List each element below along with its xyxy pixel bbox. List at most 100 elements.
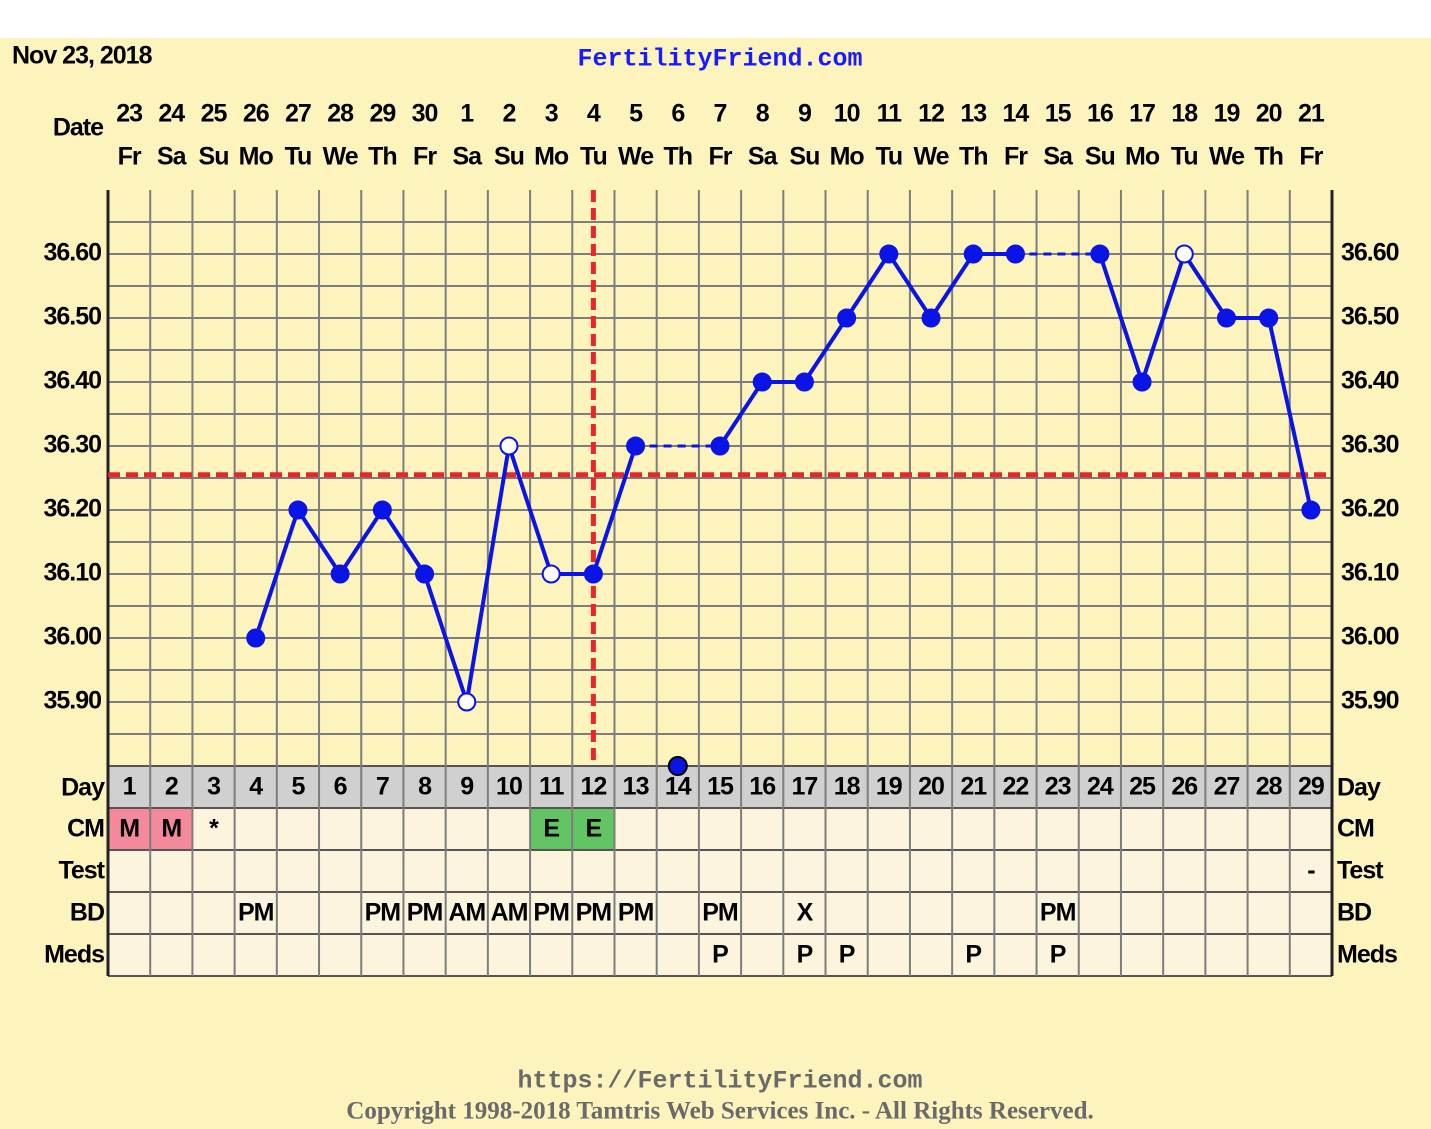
temperature-point [541, 564, 561, 584]
cell-text: P [1050, 941, 1066, 969]
weekday-label: Th [664, 143, 693, 171]
y2-tick-label: 36.40 [1341, 367, 1399, 395]
day-label: 27 [1214, 773, 1240, 801]
temperature-point [1005, 244, 1025, 264]
day-label: 1 [123, 773, 137, 801]
temperature-point [583, 564, 603, 584]
temperature-point [1132, 372, 1152, 392]
row-label: Meds [44, 941, 104, 969]
weekday-label: Su [1085, 143, 1115, 171]
temperature-point [415, 564, 435, 584]
temperature-point [1301, 500, 1321, 520]
y2-tick-label: 36.60 [1341, 239, 1399, 267]
row-label: Day [61, 774, 105, 802]
y2-tick-label: 36.20 [1341, 495, 1399, 523]
temperature-point [372, 500, 392, 520]
date-label: 25 [201, 100, 228, 128]
temperature-point [499, 436, 519, 456]
weekday-label: Sa [1043, 143, 1074, 171]
temperature-point [710, 436, 730, 456]
date-label: 15 [1045, 100, 1072, 128]
temperature-point [288, 500, 308, 520]
weekday-label: Fr [118, 143, 142, 171]
temperature-point [794, 372, 814, 392]
cell-text: AM [448, 899, 485, 927]
temperature-line [253, 444, 638, 704]
date-label: 3 [545, 100, 558, 128]
weekday-label: Th [1254, 143, 1283, 171]
cell-background [108, 808, 151, 850]
cell-text: PM [618, 899, 654, 927]
weekday-label: Mo [830, 143, 865, 171]
day-label: 17 [792, 773, 818, 801]
date-label: 10 [834, 100, 860, 128]
day-label: 18 [834, 773, 861, 801]
cell-text: P [797, 941, 813, 969]
cell-text: PM [576, 899, 612, 927]
weekday-label: We [618, 143, 654, 171]
cell-text: X [797, 899, 814, 927]
date-label: 13 [960, 100, 986, 128]
weekday-label: Th [959, 143, 988, 171]
date-label: 6 [671, 100, 684, 128]
cell-text: * [209, 815, 219, 843]
date-label: 14 [1003, 100, 1030, 128]
y-tick-label: 36.10 [43, 559, 101, 587]
temperature-point [921, 308, 941, 328]
row-label: Meds [1337, 941, 1397, 969]
row-label: Test [58, 857, 105, 885]
y2-tick-label: 36.50 [1341, 303, 1399, 331]
cell-text: P [839, 941, 855, 969]
row-label: Day [1337, 774, 1381, 802]
temperature-point [330, 564, 350, 584]
cell-text: E [543, 815, 559, 843]
weekday-label: Su [789, 143, 819, 171]
day-label: 12 [580, 773, 606, 801]
date-label: 11 [877, 100, 903, 128]
day-label: 10 [496, 773, 522, 801]
weekday-label: Tu [875, 143, 902, 171]
temperature-point [879, 244, 899, 264]
day-label: 14 [665, 773, 692, 801]
date-label: 17 [1129, 100, 1155, 128]
date-label: 12 [918, 100, 944, 128]
row-label: Test [1337, 857, 1384, 885]
weekday-label: Mo [1125, 143, 1160, 171]
date-label: 20 [1256, 100, 1282, 128]
cell-text: P [965, 941, 981, 969]
weekday-label: Fr [709, 143, 733, 171]
row-label: CM [1337, 815, 1374, 843]
weekday-label: Sa [157, 143, 188, 171]
day-label: 9 [460, 773, 473, 801]
chart-title: FertilityFriend.com [577, 45, 862, 74]
day-label: 6 [334, 773, 347, 801]
cell-text: AM [491, 899, 528, 927]
date-label: 7 [714, 100, 727, 128]
weekday-label: Su [494, 143, 524, 171]
row-label: BD [1337, 899, 1371, 927]
day-label: 5 [291, 773, 305, 801]
date-label: 9 [798, 100, 811, 128]
temperature-point [752, 372, 772, 392]
day-label: 24 [1087, 773, 1114, 801]
weekday-label: Mo [239, 143, 274, 171]
weekday-label: Tu [580, 143, 607, 171]
day-label: 16 [749, 773, 775, 801]
y-tick-label: 35.90 [43, 687, 101, 715]
date-label: 8 [756, 100, 770, 128]
date-label: 16 [1087, 100, 1113, 128]
cell-text: E [586, 815, 602, 843]
date-label: 2 [503, 100, 516, 128]
temperature-point [457, 692, 477, 712]
day-row-background [108, 766, 1332, 808]
day-label: 13 [623, 773, 649, 801]
weekday-label: Sa [748, 143, 779, 171]
weekday-label: Mo [534, 143, 569, 171]
temperature-point [1216, 308, 1236, 328]
cell-text: PM [238, 899, 274, 927]
temperature-point [963, 244, 983, 264]
cell-background [572, 808, 615, 850]
cell-background [150, 808, 193, 850]
y2-tick-label: 36.00 [1341, 623, 1399, 651]
footer-url: https://FertilityFriend.com [517, 1067, 922, 1096]
